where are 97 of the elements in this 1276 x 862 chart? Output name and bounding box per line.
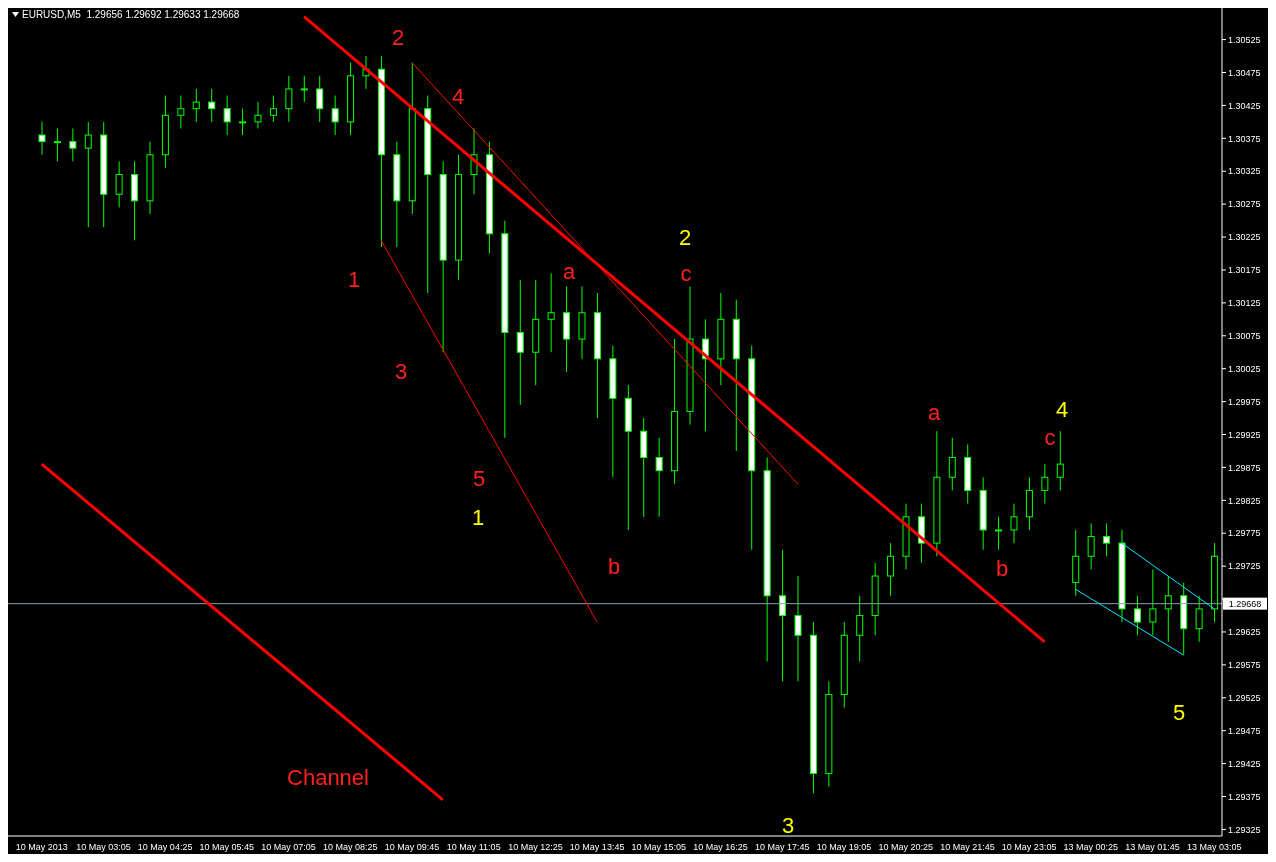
x-tick-label: 10 May 07:05 — [261, 842, 316, 853]
annotation: Channel — [287, 765, 369, 790]
candlestick — [794, 575, 802, 682]
x-tick-label: 13 May 01:45 — [1125, 842, 1180, 853]
candlestick — [192, 88, 200, 123]
annotation: b — [607, 554, 621, 579]
y-tick-label: 1.29725 — [1228, 561, 1261, 572]
candlestick — [948, 437, 956, 491]
candlestick — [239, 108, 247, 136]
candlestick — [115, 160, 123, 208]
y-tick-label: 1.30175 — [1228, 265, 1261, 276]
y-tick-label: 1.29425 — [1228, 758, 1261, 769]
candlestick — [547, 272, 555, 353]
y-tick-label: 1.29325 — [1228, 824, 1261, 835]
candlestick — [1041, 463, 1049, 505]
x-tick-label: 10 May 16:25 — [693, 842, 748, 853]
candlestick — [1103, 522, 1111, 557]
y-tick-label: 1.29625 — [1228, 627, 1261, 638]
annotation: a — [562, 259, 576, 284]
annotation: b — [995, 556, 1009, 581]
candlestick — [53, 127, 61, 162]
candlestick — [331, 95, 339, 136]
candlestick — [1195, 595, 1203, 643]
y-tick-label: 1.30475 — [1228, 67, 1261, 78]
candlestick — [655, 437, 663, 518]
x-tick-label: 10 May 04:25 — [137, 842, 193, 853]
x-tick-label: 10 May 13:45 — [569, 842, 625, 853]
annotation: c — [680, 261, 692, 286]
y-tick-label: 1.30125 — [1228, 298, 1261, 309]
x-tick-label: 10 May 05:45 — [199, 842, 255, 853]
candlestick — [300, 75, 308, 103]
candlestick — [887, 542, 895, 597]
x-tick-label: 10 May 03:05 — [76, 842, 131, 853]
y-tick-label: 1.29975 — [1228, 396, 1261, 407]
candlestick — [516, 279, 524, 406]
candlestick — [223, 95, 231, 136]
x-tick-label: 10 May 12:25 — [508, 842, 563, 853]
candlestick — [316, 75, 324, 123]
x-tick-label: 10 May 2013 — [15, 842, 68, 853]
y-tick-label: 1.29875 — [1228, 462, 1261, 473]
x-tick-label: 10 May 23:05 — [1001, 842, 1057, 853]
annotation: 4 — [451, 84, 465, 109]
candlestick — [269, 95, 277, 123]
candlestick — [1164, 575, 1172, 643]
x-tick-label: 13 May 00:25 — [1063, 842, 1119, 853]
x-tick-label: 13 May 03:05 — [1187, 842, 1242, 853]
candlestick — [177, 95, 185, 129]
x-tick-label: 10 May 08:25 — [323, 842, 378, 853]
candlestick — [779, 549, 787, 682]
candlestick — [1149, 568, 1157, 636]
candlestick — [1087, 522, 1095, 570]
x-tick-label: 10 May 17:45 — [755, 842, 810, 853]
y-tick-label: 1.30275 — [1228, 199, 1261, 210]
y-tick-label: 1.29825 — [1228, 495, 1261, 506]
y-tick-label: 1.30525 — [1228, 34, 1261, 45]
candlestick — [856, 595, 864, 663]
y-tick-label: 1.30075 — [1228, 330, 1261, 341]
x-tick-label: 10 May 09:45 — [384, 842, 440, 853]
candlestick — [38, 121, 46, 156]
annotation: 2 — [678, 225, 692, 250]
annotation: 1 — [471, 505, 485, 530]
annotation: 2 — [391, 25, 405, 50]
y-tick-label: 1.29575 — [1228, 660, 1261, 671]
candlestick — [995, 516, 1003, 551]
y-tick-label: 1.30325 — [1228, 166, 1261, 177]
candlestick — [84, 121, 92, 228]
x-tick-label: 10 May 15:05 — [631, 842, 687, 853]
y-tick-label: 1.29775 — [1228, 528, 1261, 539]
x-tick-label: 10 May 11:05 — [446, 842, 501, 853]
y-tick-label: 1.29375 — [1228, 791, 1261, 802]
candlestick — [69, 127, 77, 162]
annotation: c — [1044, 425, 1056, 450]
annotation: 3 — [394, 359, 408, 384]
candlestick — [254, 101, 262, 129]
y-tick-label: 1.29925 — [1228, 429, 1261, 440]
x-tick-label: 10 May 20:25 — [878, 842, 933, 853]
candlestick — [285, 75, 293, 123]
x-tick-label: 10 May 19:05 — [816, 842, 872, 853]
y-tick-label: 1.29525 — [1228, 692, 1261, 703]
y-tick-label: 1.29475 — [1228, 725, 1261, 736]
candlestick — [1133, 595, 1141, 636]
y-tick-label: 1.30375 — [1228, 133, 1261, 144]
x-tick-label: 10 May 21:45 — [940, 842, 995, 853]
annotation: 5 — [1172, 700, 1186, 725]
y-tick-label: 1.30425 — [1228, 100, 1261, 111]
annotation: 1 — [347, 267, 361, 292]
candlestick — [1056, 430, 1064, 491]
annotation: 5 — [472, 466, 486, 491]
annotation: 4 — [1055, 397, 1069, 422]
candlestick — [208, 88, 216, 123]
annotation: a — [927, 400, 941, 425]
annotation: 3 — [781, 813, 795, 838]
y-tick-label: 1.30025 — [1228, 363, 1261, 374]
y-tick-label: 1.30225 — [1228, 232, 1261, 243]
candlestick — [1010, 503, 1018, 544]
chart-title: EURUSD,M5 1.29656 1.29692 1.29633 1.29668 — [22, 9, 240, 20]
ref-line-label: 1.29668 — [1228, 598, 1262, 609]
